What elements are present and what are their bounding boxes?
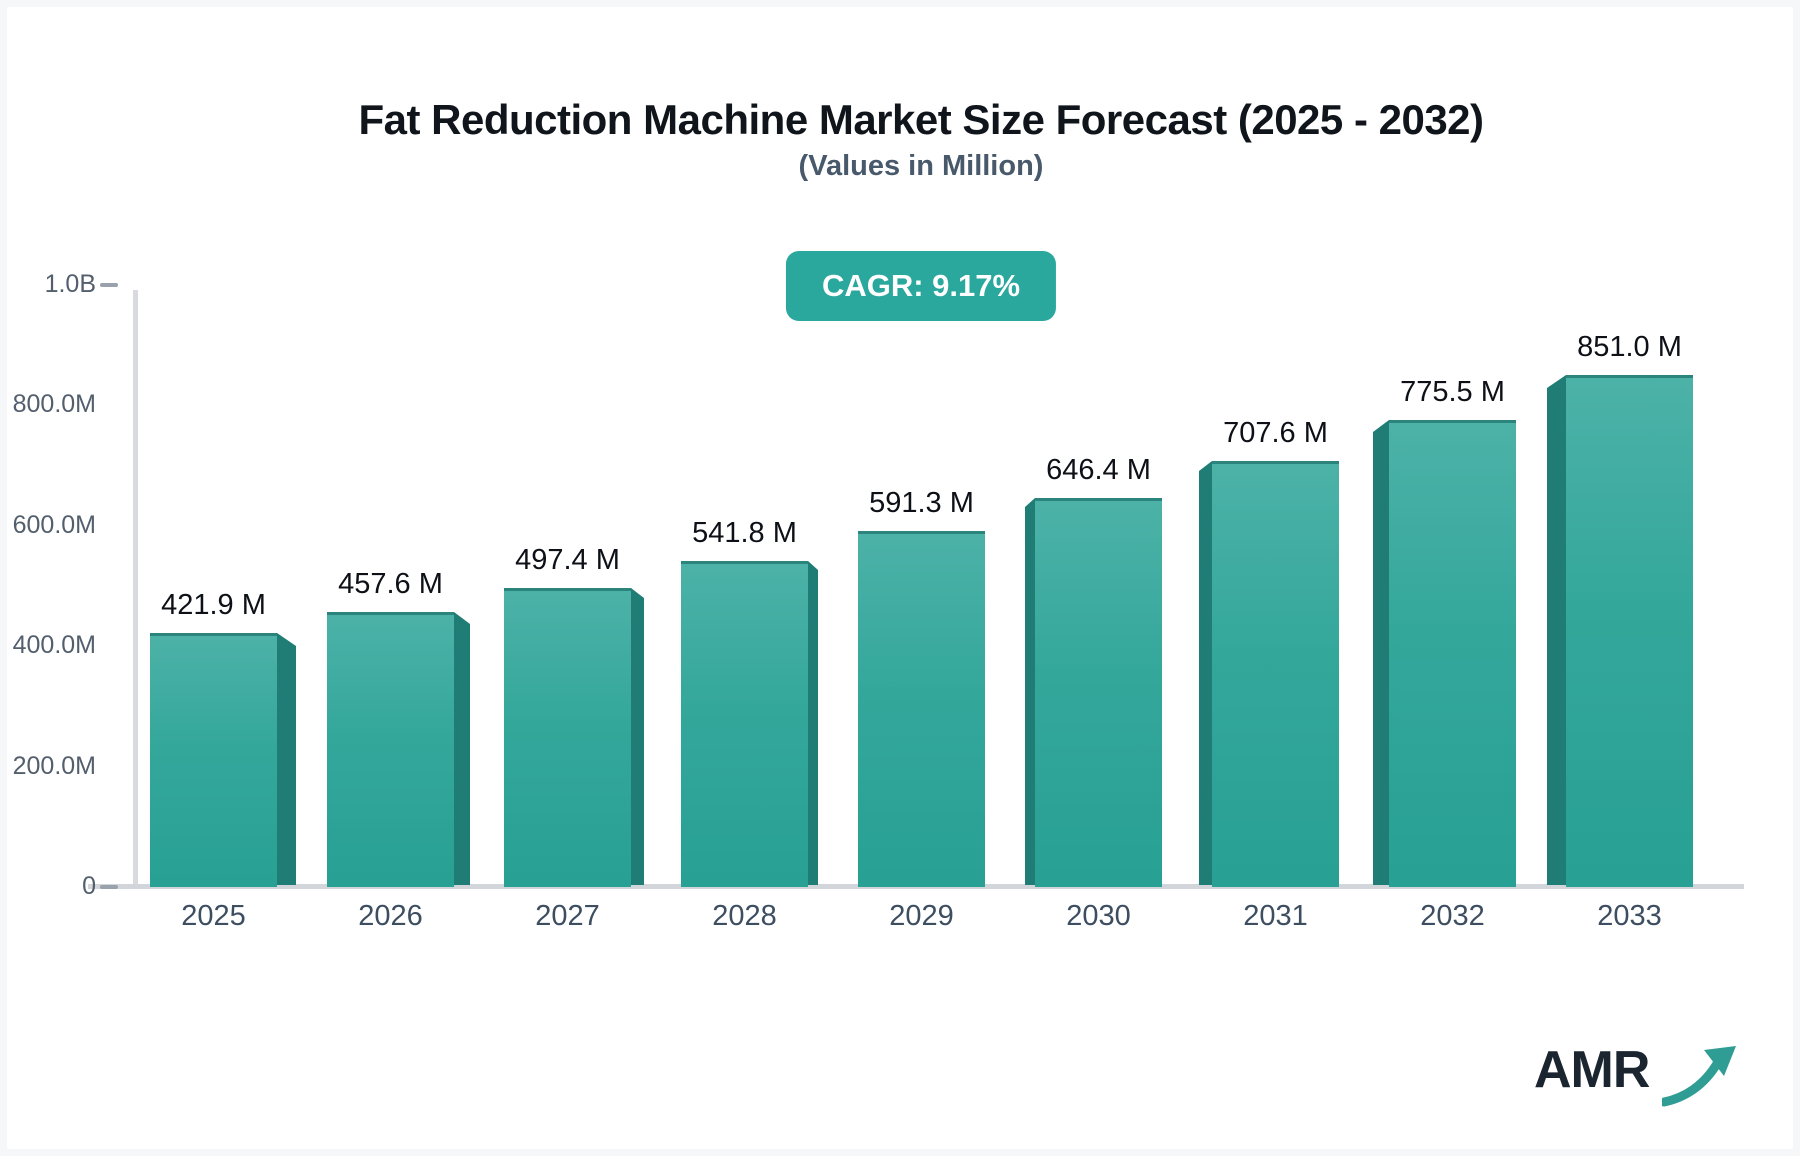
bar-2025 xyxy=(150,633,277,887)
x-axis-label-2030: 2030 xyxy=(1066,900,1131,932)
y-tick-dash xyxy=(100,283,118,287)
chart-subtitle: (Values in Million) xyxy=(798,150,1044,182)
bar-value-label-2026: 457.6 M xyxy=(338,568,443,600)
y-tick-label-600.0M: 600.0M xyxy=(12,510,96,539)
bar-side-2028 xyxy=(808,561,818,885)
bar-side-2026 xyxy=(454,612,470,885)
bar-side-2032 xyxy=(1373,420,1389,885)
y-tick-label-400.0M: 400.0M xyxy=(12,631,96,660)
bar-2029 xyxy=(858,531,985,887)
bar-side-2030 xyxy=(1025,498,1035,885)
chart-title: Fat Reduction Machine Market Size Foreca… xyxy=(358,96,1484,143)
y-tick-dash xyxy=(100,885,118,889)
bar-2027 xyxy=(504,588,631,887)
bar-2031 xyxy=(1212,461,1339,887)
bar-value-label-2029: 591.3 M xyxy=(869,487,974,519)
x-axis-label-2032: 2032 xyxy=(1420,900,1485,932)
bar-value-label-2028: 541.8 M xyxy=(692,517,797,549)
x-axis-label-2031: 2031 xyxy=(1243,900,1308,932)
y-tick-label-800.0M: 800.0M xyxy=(12,390,96,419)
amr-logo-text: AMR xyxy=(1534,1041,1650,1099)
bar-value-label-2027: 497.4 M xyxy=(515,544,620,576)
y-tick-label-1.0B: 1.0B xyxy=(44,270,96,298)
bar-value-label-2033: 851.0 M xyxy=(1577,331,1682,363)
y-tick-label-0: 0 xyxy=(82,872,96,900)
bar-2028 xyxy=(681,561,808,887)
trend-up-arrow-icon xyxy=(1662,1046,1736,1107)
amr-logo: AMR xyxy=(1534,1040,1736,1130)
bar-value-label-2032: 775.5 M xyxy=(1400,376,1505,408)
bar-side-2031 xyxy=(1199,461,1212,885)
x-axis-label-2027: 2027 xyxy=(535,900,600,932)
cagr-badge: CAGR: 9.17% xyxy=(785,251,1057,321)
x-axis-label-2033: 2033 xyxy=(1597,900,1662,932)
bar-2026 xyxy=(327,612,454,887)
bar-side-2025 xyxy=(277,633,296,885)
bar-side-2033 xyxy=(1547,375,1566,885)
bar-2033 xyxy=(1566,375,1693,887)
bar-2030 xyxy=(1035,498,1162,887)
x-axis-label-2028: 2028 xyxy=(712,900,777,932)
x-axis-label-2026: 2026 xyxy=(358,900,423,932)
x-axis-label-2029: 2029 xyxy=(889,900,954,932)
bar-side-2027 xyxy=(631,588,644,885)
bar-value-label-2031: 707.6 M xyxy=(1223,417,1328,449)
bar-2032 xyxy=(1389,420,1516,887)
y-tick-label-200.0M: 200.0M xyxy=(12,751,96,780)
bar-value-label-2030: 646.4 M xyxy=(1046,454,1151,486)
bar-value-label-2025: 421.9 M xyxy=(161,589,266,621)
x-axis-label-2025: 2025 xyxy=(181,900,246,932)
y-axis-line xyxy=(133,290,138,886)
